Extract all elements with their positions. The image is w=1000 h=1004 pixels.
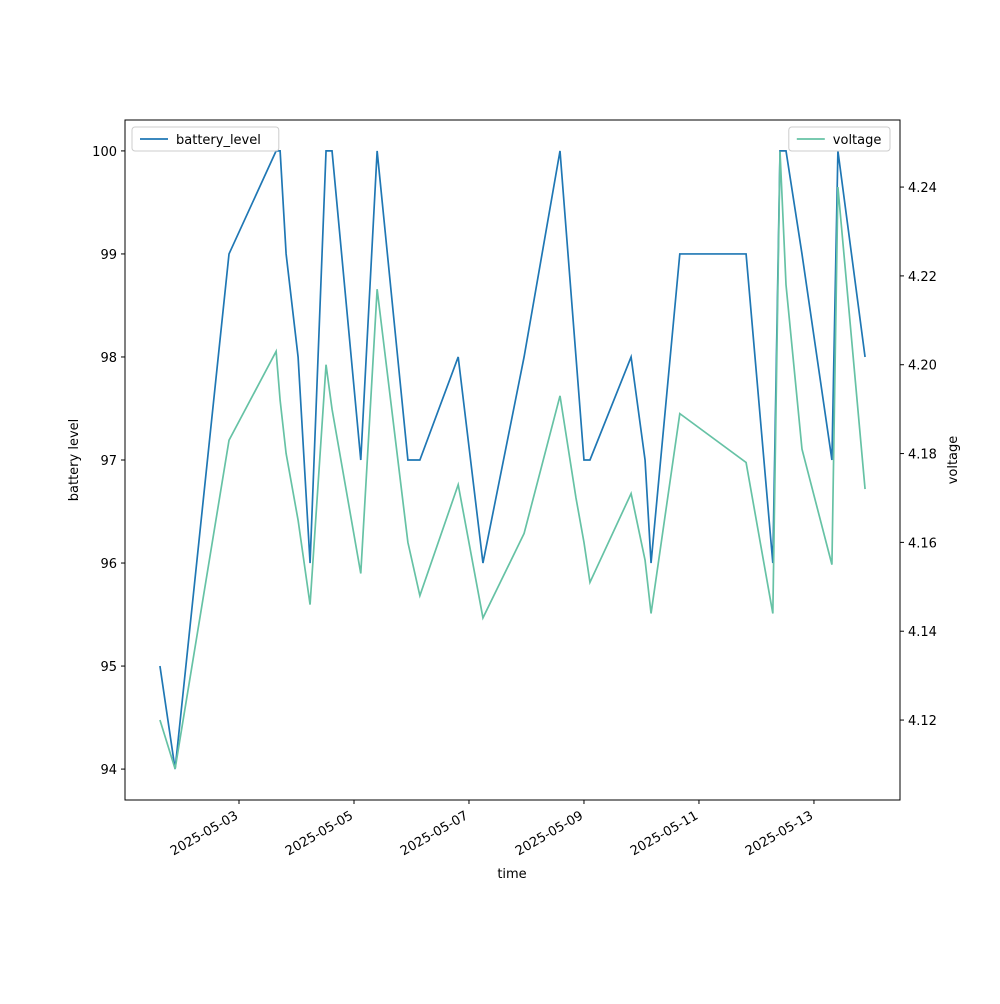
plot-frame [124,119,901,801]
y-tick-label: 94 [100,763,117,778]
y2-tick-label: 4.22 [908,270,937,285]
series-line [159,151,866,770]
y2-axis-label: voltage [946,436,961,485]
y-tick-label: 95 [100,660,117,675]
y-tick-label: 100 [92,145,117,160]
legend: battery_level [131,126,280,152]
legend-box [131,126,280,152]
legend-label: voltage [833,133,882,148]
y2-tick-label: 4.18 [908,448,937,463]
y2-tick-label: 4.24 [908,181,937,196]
legend-box [788,126,891,152]
y-tick-label: 97 [100,454,117,469]
y2-tick-label: 4.20 [908,359,937,374]
y2-tick-label: 4.16 [908,536,937,551]
y2-tick-label: 4.12 [908,714,937,729]
y-tick-label: 96 [100,557,117,572]
y-tick-label: 98 [100,351,117,366]
y-tick-label: 99 [100,248,117,263]
y2-tick-label: 4.14 [908,625,937,640]
legend-label: battery_level [176,133,261,148]
legend: voltage [788,126,891,152]
y-axis-label: battery level [67,419,82,502]
x-axis-label: time [497,867,526,882]
